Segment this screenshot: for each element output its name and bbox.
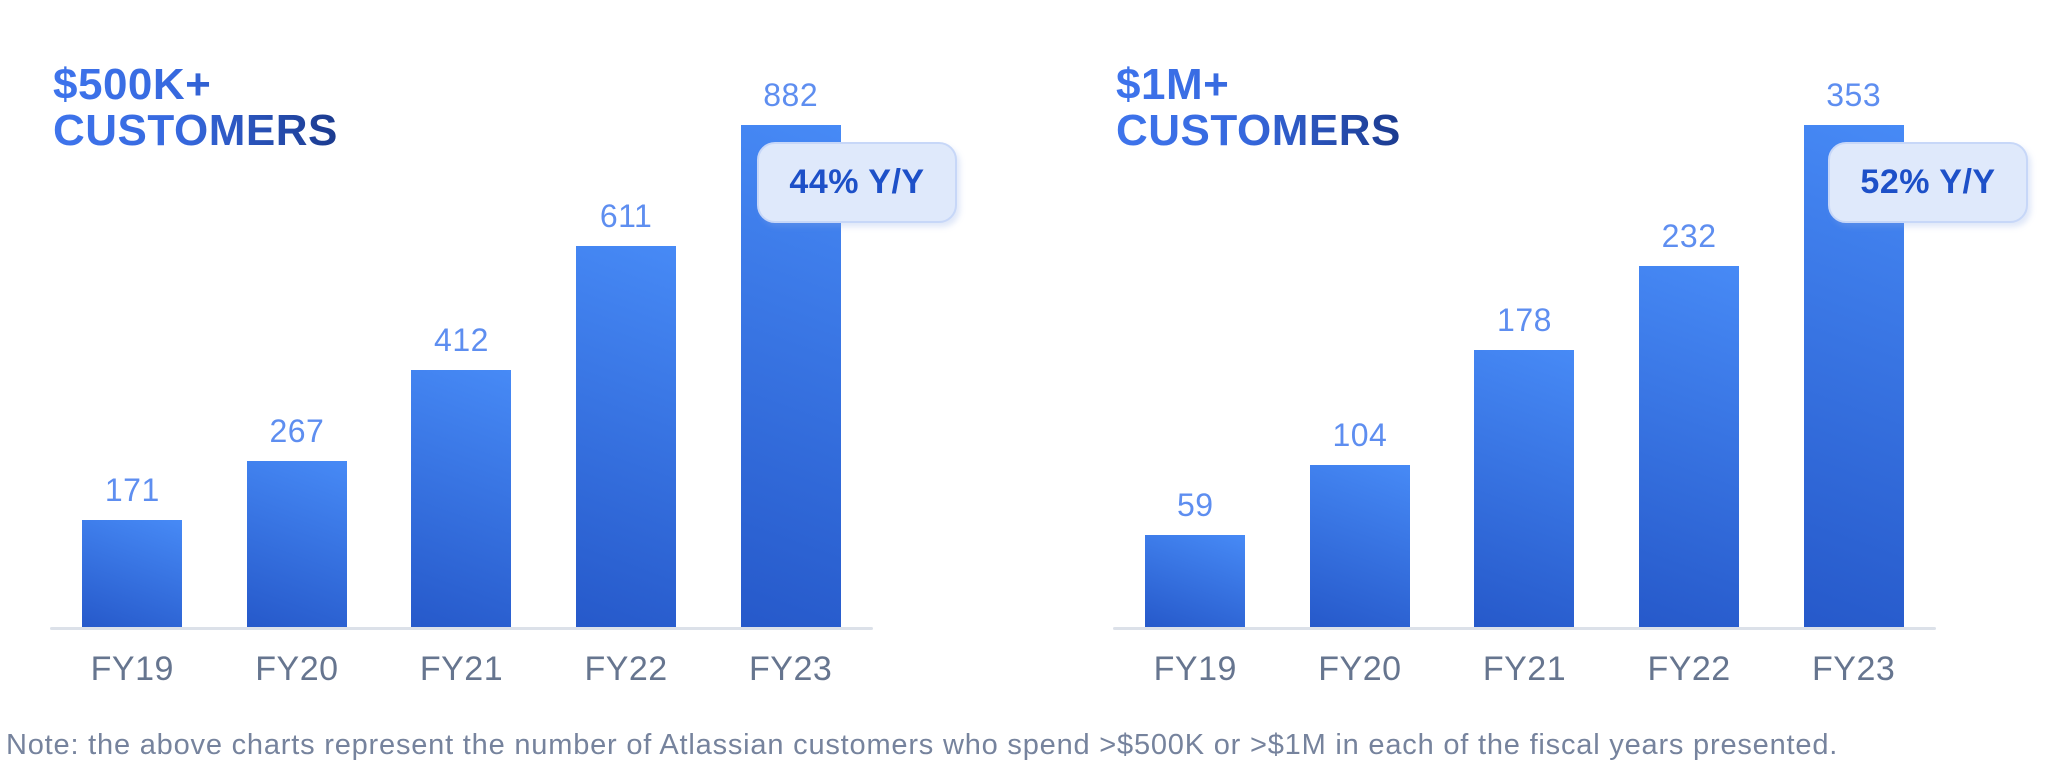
bar-fy21 [411,370,512,627]
bar-value-label: 267 [269,413,325,449]
bar-fy20 [1309,465,1410,627]
x-tick-label: FY23 [749,650,833,688]
bar-cell-fy22: 611 [544,77,709,627]
yoy-growth-badge: 52% Y/Y [1828,142,2028,223]
x-tick-label: FY19 [90,650,174,688]
bar-fy19 [1145,535,1246,627]
bar-cell-fy22: 232 [1607,77,1772,627]
bar-value-label: 611 [599,198,653,234]
x-tick-label: FY23 [1812,650,1896,688]
bar-fy22 [1639,266,1740,627]
x-axis-line [50,627,873,630]
chart-1m-customers: $1M+ CUSTOMERS 59 104 178 232 353 FY19 FY20 FY2… [1063,0,2048,730]
x-tick-label: FY22 [1647,650,1731,688]
x-tick-label: FY20 [255,650,339,688]
x-tick-label: FY21 [1482,650,1567,688]
footnote: Note: the above charts represent the num… [6,729,1839,761]
bar-cell-fy21: 412 [379,77,544,627]
x-tick-label: FY20 [1318,650,1402,688]
bar-value-label: 178 [1497,302,1552,338]
bar-value-label: 171 [104,472,160,508]
plot-area-500k: 171 267 412 611 882 [50,77,873,627]
x-tick-label: FY19 [1153,650,1237,688]
bar-value-label: 232 [1661,218,1717,254]
bar-cell-fy19: 59 [1113,77,1278,627]
bar-value-label: 412 [434,322,489,358]
bar-fy19 [82,520,183,627]
bar-value-label: 353 [1826,77,1882,113]
x-axis-labels: FY19 FY20 FY21 FY22 FY23 [50,650,873,689]
bar-cell-fy21: 178 [1442,77,1607,627]
bar-cell-fy20: 104 [1278,77,1443,627]
x-tick-label: FY22 [584,650,668,688]
bar-fy22 [576,246,677,627]
bar-value-label: 59 [1177,487,1214,523]
chart-500k-customers: $500K+ CUSTOMERS 171 267 412 611 882 FY19 FY20… [0,0,1010,730]
bar-fy20 [246,461,347,627]
bar-fy21 [1474,350,1575,627]
x-axis-line [1113,627,1936,630]
x-tick-label: FY21 [419,650,504,688]
bar-cell-fy19: 171 [50,77,215,627]
bar-value-label: 882 [763,77,819,113]
x-axis-labels: FY19 FY20 FY21 FY22 FY23 [1113,650,1936,689]
yoy-growth-badge: 44% Y/Y [757,142,957,223]
bar-value-label: 104 [1332,417,1388,453]
plot-area-1m: 59 104 178 232 353 [1113,77,1936,627]
bar-cell-fy20: 267 [215,77,380,627]
